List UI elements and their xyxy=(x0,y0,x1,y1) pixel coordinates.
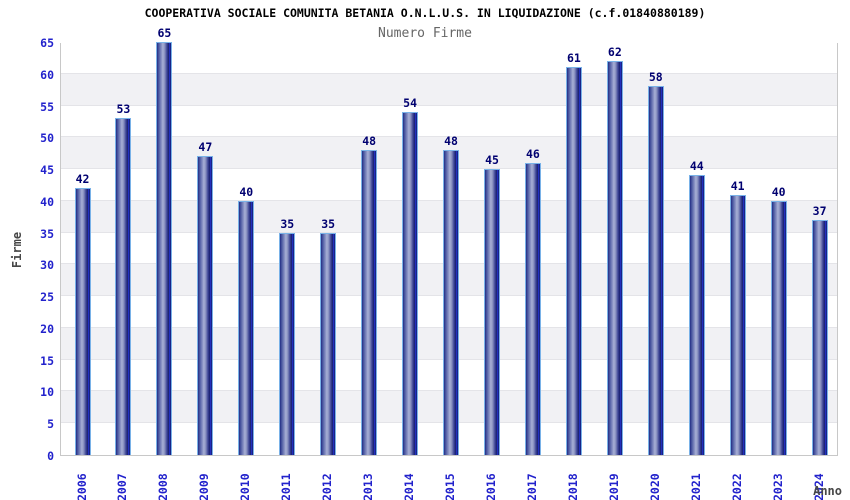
bar-value-label: 53 xyxy=(116,102,131,117)
x-tick-label: 2015 xyxy=(443,473,458,500)
y-tick-label: 0 xyxy=(47,449,54,463)
bar xyxy=(115,118,132,455)
y-tick-label: 65 xyxy=(40,36,54,50)
x-tick-label: 2006 xyxy=(74,473,89,500)
plot-band xyxy=(61,105,837,138)
y-tick-label: 20 xyxy=(40,321,54,336)
y-tick-label: 35 xyxy=(40,226,54,241)
bar xyxy=(770,200,787,455)
chart-subtitle: Numero Firme xyxy=(378,26,472,41)
x-tick-label: 2011 xyxy=(279,473,294,500)
bar xyxy=(443,150,460,455)
bar xyxy=(688,175,705,455)
bar-value-label: 35 xyxy=(321,216,336,231)
x-axis-label: Anno xyxy=(813,484,842,498)
y-tick-label: 25 xyxy=(40,290,54,305)
plot-band xyxy=(61,73,837,106)
y-axis-label: Firme xyxy=(10,231,24,269)
bar xyxy=(279,232,296,455)
bar xyxy=(647,86,664,455)
x-tick-label: 2009 xyxy=(197,473,212,500)
x-tick-label: 2007 xyxy=(115,473,130,500)
plot-band xyxy=(61,42,837,74)
y-tick-label: 45 xyxy=(40,163,54,178)
bar-value-label: 41 xyxy=(730,178,745,193)
bar xyxy=(524,162,541,455)
bar-value-label: 40 xyxy=(239,184,254,199)
bar xyxy=(729,194,746,455)
bar-value-label: 62 xyxy=(607,45,622,60)
bar xyxy=(811,219,828,455)
y-tick-label: 40 xyxy=(40,194,54,209)
x-tick-label: 2019 xyxy=(606,473,621,500)
x-tick-label: 2020 xyxy=(647,473,662,500)
x-tick-label: 2023 xyxy=(770,473,785,500)
bar-value-label: 35 xyxy=(280,216,295,231)
bar-value-label: 37 xyxy=(812,203,827,218)
x-tick-label: 2016 xyxy=(484,473,498,500)
y-tick-label: 10 xyxy=(40,385,54,400)
bar-value-label: 65 xyxy=(157,26,172,40)
bar xyxy=(74,188,91,455)
x-tick-label: 2017 xyxy=(524,473,539,500)
bar-value-label: 54 xyxy=(403,95,418,110)
bar xyxy=(361,150,378,455)
bar-value-label: 42 xyxy=(75,172,90,187)
bar xyxy=(238,200,255,455)
bar-value-label: 58 xyxy=(648,70,663,85)
bar-value-label: 45 xyxy=(485,153,499,168)
y-tick-label: 60 xyxy=(40,67,54,82)
gridline xyxy=(61,136,837,138)
bar xyxy=(197,156,214,455)
bar-value-label: 47 xyxy=(198,140,213,155)
bar xyxy=(156,42,173,455)
y-tick-label: 30 xyxy=(40,258,54,273)
x-tick-label: 2018 xyxy=(565,473,580,500)
bar xyxy=(565,67,582,455)
bar-value-label: 48 xyxy=(362,134,377,149)
x-tick-label: 2021 xyxy=(688,473,703,500)
x-tick-label: 2010 xyxy=(238,473,253,500)
y-tick-label: 50 xyxy=(40,131,54,146)
bar xyxy=(484,169,500,455)
y-tick-label: 5 xyxy=(47,417,54,432)
x-tick-label: 2008 xyxy=(156,473,171,500)
y-tick-label: 15 xyxy=(40,353,54,368)
bar xyxy=(402,111,419,455)
y-tick-label: 55 xyxy=(40,99,54,114)
bar-value-label: 44 xyxy=(689,159,704,174)
bar-value-label: 48 xyxy=(444,134,458,149)
bar-value-label: 40 xyxy=(771,184,786,199)
gridline xyxy=(61,104,837,106)
bar-value-label: 46 xyxy=(526,146,540,161)
bar-value-label: 61 xyxy=(566,51,581,66)
chart-title: COOPERATIVA SOCIALE COMUNITA BETANIA O.N… xyxy=(144,6,706,20)
gridline xyxy=(61,72,837,74)
bar xyxy=(606,61,623,455)
x-tick-label: 2013 xyxy=(361,473,376,500)
x-tick-label: 2014 xyxy=(402,473,417,500)
bar xyxy=(320,232,337,455)
plot-area: 42 53 65 47 40 35 35 48 54 48 45 46 61 62 58 44 41 40 37 xyxy=(60,27,838,456)
x-tick-label: 2012 xyxy=(320,473,335,500)
x-tick-label: 2022 xyxy=(729,473,744,500)
